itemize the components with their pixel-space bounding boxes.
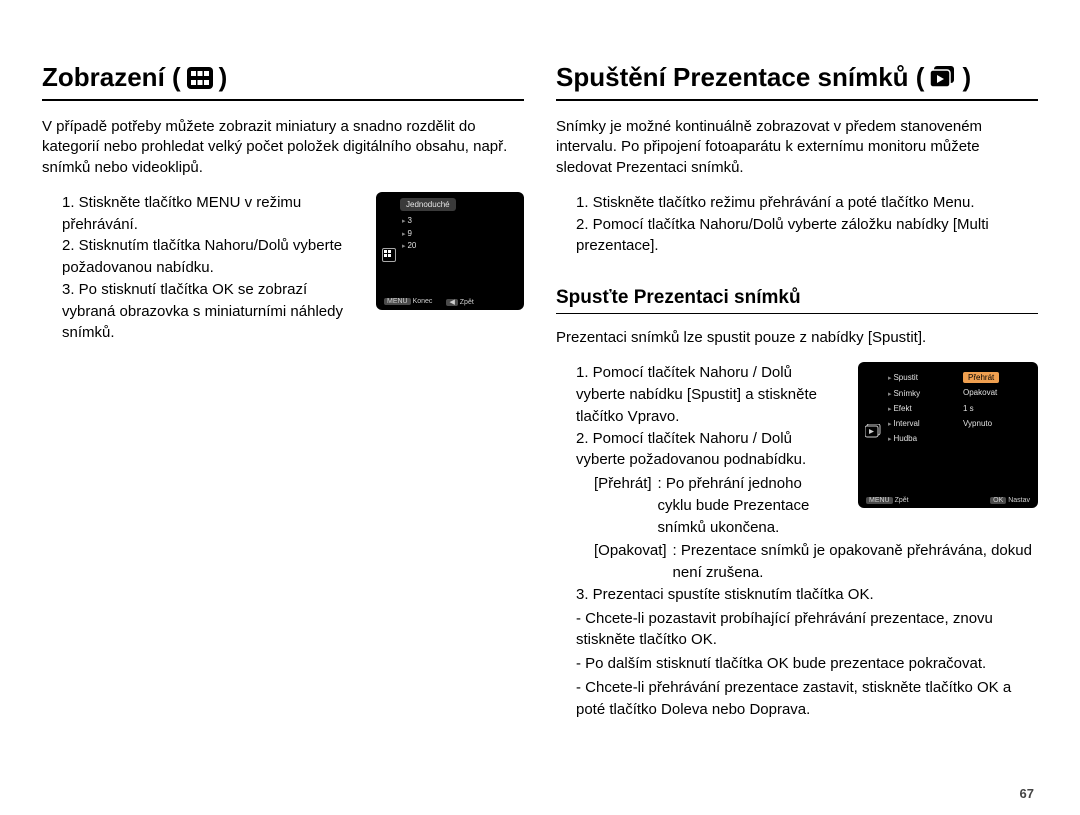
left-steps-block: 1. Stiskněte tlačítko MENU v režimu přeh…	[42, 192, 524, 344]
bullet: - Chcete-li přehrávání prezentace zastav…	[576, 677, 1038, 721]
right-step3: 3. Prezentaci spustíte stisknutím tlačít…	[556, 584, 1038, 606]
step: 2. Stisknutím tlačítka Nahoru/Dolů vyber…	[62, 235, 362, 279]
right-title: Spuštění Prezentace snímků ( )	[556, 62, 1038, 101]
right-intro: Snímky je možné kontinuálně zobrazovat v…	[556, 117, 1038, 178]
step: 2. Pomocí tlačítek Nahoru / Dolů vyberte…	[576, 428, 834, 472]
lcd-menu: Spustit Snímky Efekt Interval Hudba Přeh…	[888, 370, 1030, 446]
right-lcd-screenshot: Spustit Snímky Efekt Interval Hudba Přeh…	[858, 362, 1038, 508]
slideshow-icon	[930, 66, 956, 90]
grid-icon	[187, 67, 213, 89]
def-label: [Přehrát]	[594, 473, 652, 538]
left-steps: 1. Stiskněte tlačítko MENU v režimu přeh…	[42, 192, 362, 344]
lcd-list: 3 9 20	[402, 215, 518, 253]
step: 3. Prezentaci spustíte stisknutím tlačít…	[576, 584, 1038, 606]
menu-item: Snímky	[888, 386, 955, 401]
sub-heading: Spusťte Prezentaci snímků	[556, 287, 1038, 314]
page-number: 67	[1020, 786, 1034, 801]
lcd-item: 3	[402, 215, 518, 228]
step: 1. Stiskněte tlačítko režimu přehrávání …	[576, 192, 1038, 214]
right-steps-block: 1. Pomocí tlačítek Nahoru / Dolů vyberte…	[556, 362, 1038, 538]
menu-badge: MENU	[866, 497, 893, 504]
lcd-tab: Jednoduché	[400, 198, 456, 211]
menu-item: Interval	[888, 416, 955, 431]
step: 1. Pomocí tlačítek Nahoru / Dolů vyberte…	[576, 362, 834, 427]
def-text: : Prezentace snímků je opakovaně přehráv…	[673, 540, 1038, 584]
foot-text: Zpět	[460, 299, 474, 306]
left-column: Zobrazení ( ) V případě potřeby můžete z…	[42, 62, 524, 720]
sub-intro: Prezentaci snímků lze spustit pouze z na…	[556, 328, 1038, 348]
bullet: - Po dalším stisknutí tlačítka OK bude p…	[576, 653, 1038, 675]
back-badge: ◀	[446, 299, 457, 306]
def-label: [Opakovat]	[594, 540, 667, 584]
menu-val: Opakovat	[963, 385, 1030, 400]
left-title: Zobrazení ( )	[42, 62, 524, 101]
step: 1. Stiskněte tlačítko MENU v režimu přeh…	[62, 192, 362, 236]
def-opakovat: [Opakovat] : Prezentace snímků je opakov…	[556, 540, 1038, 584]
title-text: Zobrazení (	[42, 62, 181, 93]
left-lcd-screenshot: Jednoduché 3 9 20 MENU Konec ◀ Zpět	[376, 192, 524, 310]
right-column: Spuštění Prezentace snímků ( ) Snímky je…	[556, 62, 1038, 720]
title-suffix: )	[962, 62, 971, 93]
lcd-item: 20	[402, 240, 518, 253]
title-suffix: )	[219, 62, 228, 93]
lcd-item: 9	[402, 228, 518, 241]
right-bullets: - Chcete-li pozastavit probíhající přehr…	[556, 608, 1038, 721]
menu-highlight: Přehrát	[963, 372, 999, 383]
slideshow-side-icon	[865, 424, 881, 438]
def-prehrat: [Přehrát] : Po přehrání jednoho cyklu bu…	[556, 473, 834, 538]
right-steps2: 1. Pomocí tlačítek Nahoru / Dolů vyberte…	[556, 362, 834, 471]
title-text: Spuštění Prezentace snímků (	[556, 62, 924, 93]
menu-val: 1 s	[963, 401, 1030, 416]
foot-text: Konec	[413, 298, 433, 305]
menu-item: Efekt	[888, 401, 955, 416]
left-intro: V případě potřeby můžete zobrazit miniat…	[42, 117, 524, 178]
ok-badge: OK	[990, 497, 1006, 504]
menu-badge: MENU	[384, 298, 411, 305]
foot-text: Nastav	[1008, 497, 1030, 504]
menu-item: Hudba	[888, 431, 955, 446]
step: 3. Po stisknutí tlačítka OK se zobrazí v…	[62, 279, 362, 344]
menu-val: Vypnuto	[963, 416, 1030, 431]
bullet: - Chcete-li pozastavit probíhající přehr…	[576, 608, 1038, 652]
lcd-footer: MENU Konec ◀ Zpět	[384, 298, 516, 306]
grid-side-icon	[382, 248, 396, 262]
foot-text: Zpět	[895, 497, 909, 504]
step: 2. Pomocí tlačítka Nahoru/Dolů vyberte z…	[576, 214, 1038, 258]
def-text: : Po přehrání jednoho cyklu bude Prezent…	[658, 473, 834, 538]
menu-item: Spustit	[888, 370, 955, 385]
lcd-footer: MENU Zpět OK Nastav	[866, 497, 1030, 504]
right-top-steps: 1. Stiskněte tlačítko režimu přehrávání …	[556, 192, 1038, 257]
